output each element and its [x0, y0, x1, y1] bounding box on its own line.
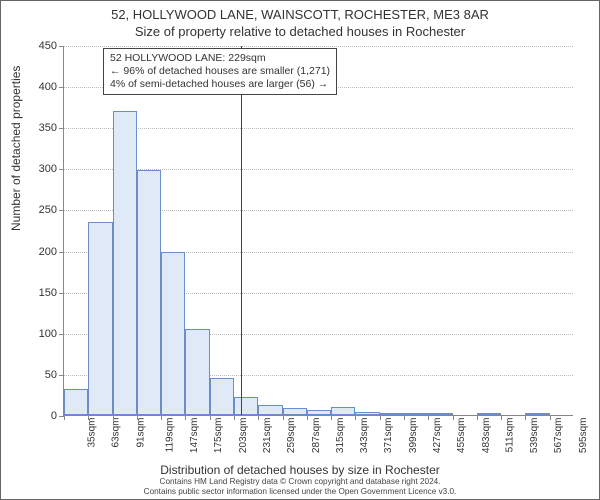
ytick-mark [59, 375, 64, 376]
footer-line-2: Contains public sector information licen… [1, 487, 599, 496]
xtick-label: 119sqm [164, 418, 175, 453]
histogram-bar [477, 413, 501, 415]
xtick-label: 91sqm [135, 418, 146, 448]
xtick-label: 147sqm [189, 418, 200, 454]
marker-line [241, 46, 242, 415]
xtick-mark [210, 415, 211, 420]
xtick-mark [453, 415, 454, 420]
histogram-bar [331, 407, 355, 415]
xtick-label: 539sqm [529, 418, 540, 454]
ytick-label: 150 [17, 287, 57, 299]
ytick-label: 200 [17, 246, 57, 258]
xtick-mark [113, 415, 114, 420]
plot-region: 35sqm63sqm91sqm119sqm147sqm175sqm203sqm2… [63, 46, 573, 416]
xtick-mark [428, 415, 429, 420]
xtick-label: 455sqm [456, 418, 467, 454]
xtick-label: 483sqm [481, 418, 492, 454]
chart-area: 35sqm63sqm91sqm119sqm147sqm175sqm203sqm2… [63, 46, 573, 416]
xtick-label: 343sqm [359, 418, 370, 454]
xtick-mark [283, 415, 284, 420]
xtick-mark [525, 415, 526, 420]
xtick-label: 287sqm [311, 418, 322, 454]
ytick-label: 350 [17, 122, 57, 134]
ytick-mark [59, 293, 64, 294]
xtick-label: 427sqm [432, 418, 443, 454]
histogram-bar [210, 378, 234, 415]
histogram-bar [185, 329, 209, 415]
xtick-mark [161, 415, 162, 420]
xtick-mark [550, 415, 551, 420]
xtick-mark [380, 415, 381, 420]
xtick-label: 511sqm [504, 418, 515, 453]
histogram-bar [113, 111, 137, 415]
xtick-label: 567sqm [554, 418, 565, 454]
histogram-bar [283, 408, 307, 415]
page-title-line1: 52, HOLLYWOOD LANE, WAINSCOTT, ROCHESTER… [1, 7, 599, 22]
histogram-bar [234, 397, 258, 415]
info-line-2: ← 96% of detached houses are smaller (1,… [110, 65, 330, 78]
histogram-bar [258, 405, 282, 415]
ytick-label: 100 [17, 328, 57, 340]
histogram-bar [428, 413, 452, 415]
xtick-label: 63sqm [111, 418, 122, 448]
chart-container: 52, HOLLYWOOD LANE, WAINSCOTT, ROCHESTER… [0, 0, 600, 500]
xtick-mark [185, 415, 186, 420]
gridline [64, 46, 573, 47]
xtick-label: 371sqm [384, 418, 395, 454]
xtick-label: 231sqm [262, 418, 273, 454]
ytick-label: 400 [17, 81, 57, 93]
ytick-mark [59, 252, 64, 253]
xtick-mark [234, 415, 235, 420]
xtick-label: 259sqm [286, 418, 297, 454]
ytick-mark [59, 210, 64, 211]
xtick-mark [307, 415, 308, 420]
ytick-mark [59, 128, 64, 129]
xtick-mark [355, 415, 356, 420]
histogram-bar [88, 222, 112, 415]
xtick-mark [501, 415, 502, 420]
ytick-mark [59, 87, 64, 88]
xtick-label: 315sqm [335, 418, 346, 454]
footer-attribution: Contains HM Land Registry data © Crown c… [1, 477, 599, 496]
info-box: 52 HOLLYWOOD LANE: 229sqm ← 96% of detac… [103, 48, 337, 95]
xtick-label: 595sqm [578, 418, 589, 454]
xtick-label: 399sqm [408, 418, 419, 454]
page-title-line2: Size of property relative to detached ho… [1, 24, 599, 39]
xtick-mark [88, 415, 89, 420]
ytick-label: 300 [17, 163, 57, 175]
xtick-mark [64, 415, 65, 420]
histogram-bar [64, 389, 88, 415]
xtick-mark [404, 415, 405, 420]
histogram-bar [355, 412, 379, 415]
info-line-1: 52 HOLLYWOOD LANE: 229sqm [110, 52, 330, 65]
xtick-label: 175sqm [214, 418, 225, 454]
histogram-bar [307, 410, 331, 415]
xtick-mark [258, 415, 259, 420]
xtick-label: 203sqm [238, 418, 249, 454]
ytick-mark [59, 46, 64, 47]
histogram-bar [137, 170, 161, 415]
info-line-3: 4% of semi-detached houses are larger (5… [110, 78, 330, 91]
histogram-bar [380, 413, 404, 415]
xtick-mark [477, 415, 478, 420]
ytick-label: 50 [17, 369, 57, 381]
xtick-mark [137, 415, 138, 420]
histogram-bar [161, 252, 185, 415]
x-axis-label: Distribution of detached houses by size … [1, 463, 599, 477]
gridline [64, 128, 573, 129]
ytick-label: 250 [17, 204, 57, 216]
histogram-bar [404, 413, 428, 415]
histogram-bar [525, 413, 549, 415]
ytick-label: 0 [17, 410, 57, 422]
ytick-mark [59, 169, 64, 170]
xtick-label: 35sqm [87, 418, 98, 448]
ytick-mark [59, 334, 64, 335]
footer-line-1: Contains HM Land Registry data © Crown c… [1, 477, 599, 486]
ytick-label: 450 [17, 40, 57, 52]
xtick-mark [331, 415, 332, 420]
